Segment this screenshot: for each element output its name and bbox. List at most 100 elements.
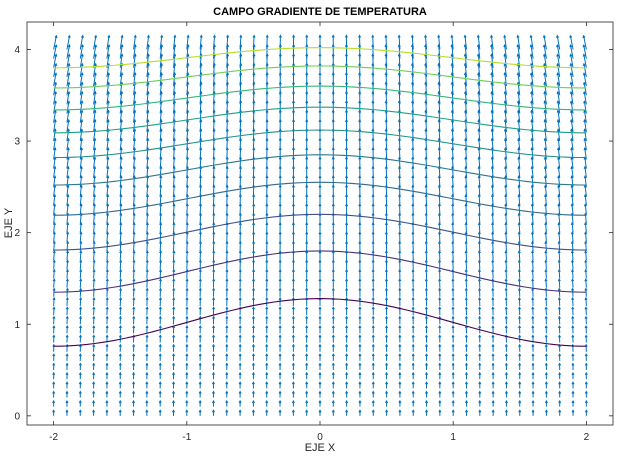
quiver-arrow bbox=[52, 409, 56, 416]
quiver-arrow bbox=[53, 34, 58, 50]
quiver-arrow bbox=[52, 362, 56, 371]
quiver-arrow bbox=[345, 371, 349, 380]
quiver-arrow bbox=[477, 249, 481, 261]
quiver-arrow bbox=[385, 362, 389, 371]
quiver-arrow bbox=[79, 296, 83, 306]
quiver-arrow bbox=[291, 315, 295, 325]
quiver-arrow bbox=[145, 268, 149, 279]
quiver-arrow bbox=[491, 306, 495, 316]
quiver-arrow bbox=[478, 390, 482, 398]
quiver-arrow bbox=[424, 268, 428, 279]
quiver-arrow bbox=[172, 353, 176, 361]
contour-line bbox=[53, 154, 587, 186]
quiver-arrow bbox=[65, 324, 69, 334]
quiver-arrow bbox=[557, 287, 561, 297]
quiver-arrow bbox=[557, 268, 561, 279]
quiver-arrow bbox=[145, 315, 149, 325]
quiver-arrow bbox=[265, 278, 269, 288]
quiver-arrow bbox=[225, 390, 229, 398]
quiver-arrow bbox=[543, 100, 547, 114]
quiver-arrow bbox=[582, 62, 587, 78]
quiver-arrow bbox=[92, 203, 96, 215]
quiver-arrow bbox=[145, 390, 149, 398]
quiver-arrow bbox=[52, 324, 56, 334]
quiver-arrow bbox=[198, 381, 202, 389]
quiver-arrow bbox=[438, 371, 442, 380]
quiver-arrow bbox=[516, 72, 521, 87]
quiver-arrow bbox=[358, 315, 362, 325]
quiver-arrow bbox=[79, 250, 83, 261]
quiver-arrow bbox=[146, 34, 150, 50]
quiver-arrow bbox=[172, 343, 176, 352]
quiver-arrow bbox=[119, 34, 124, 50]
quiver-arrow bbox=[78, 353, 82, 361]
quiver-arrow bbox=[584, 390, 588, 398]
quiver-arrow bbox=[478, 353, 482, 361]
quiver-arrow bbox=[571, 381, 575, 389]
quiver-arrow bbox=[278, 399, 282, 407]
quiver-arrow bbox=[345, 343, 349, 352]
quiver-arrow bbox=[278, 334, 282, 343]
quiver-arrow bbox=[132, 231, 136, 242]
quiver-arrow bbox=[583, 118, 587, 132]
quiver-arrow bbox=[278, 259, 282, 270]
quiver-arrow bbox=[504, 221, 508, 233]
quiver-arrow bbox=[225, 296, 229, 306]
quiver-arrow bbox=[504, 399, 508, 407]
quiver-arrow bbox=[93, 34, 98, 50]
quiver-arrow bbox=[292, 34, 296, 50]
x-axis-label: EJE X bbox=[305, 442, 336, 454]
quiver-arrow bbox=[225, 381, 229, 389]
quiver-arrow bbox=[571, 287, 575, 297]
quiver-arrow bbox=[105, 259, 109, 270]
quiver-arrow bbox=[425, 390, 429, 398]
quiver-arrow bbox=[517, 259, 521, 270]
quiver-arrow bbox=[411, 390, 415, 398]
quiver-arrow bbox=[398, 324, 402, 334]
quiver-arrow bbox=[531, 259, 535, 270]
quiver-arrow bbox=[477, 259, 481, 270]
quiver-arrow bbox=[371, 362, 375, 371]
quiver-arrow bbox=[517, 221, 521, 233]
quiver-arrow bbox=[438, 353, 442, 361]
quiver-arrow bbox=[358, 353, 362, 361]
quiver-arrow bbox=[291, 353, 295, 361]
quiver-arrow bbox=[118, 390, 122, 398]
quiver-arrow bbox=[92, 259, 96, 270]
quiver-arrow bbox=[438, 362, 442, 371]
quiver-arrow bbox=[504, 353, 508, 361]
quiver-arrow bbox=[478, 278, 482, 288]
quiver-arrow bbox=[531, 231, 534, 242]
quiver-arrow bbox=[438, 287, 442, 297]
quiver-arrow bbox=[385, 371, 389, 380]
quiver-arrow bbox=[265, 324, 269, 334]
quiver-arrow bbox=[491, 409, 495, 416]
quiver-arrow bbox=[544, 362, 548, 371]
quiver-arrow bbox=[477, 231, 481, 242]
quiver-arrow bbox=[92, 381, 96, 389]
quiver-arrow bbox=[516, 53, 521, 68]
quiver-arrow bbox=[464, 193, 468, 206]
quiver-arrow bbox=[371, 334, 375, 343]
quiver-arrow bbox=[225, 249, 229, 261]
quiver-arrow bbox=[158, 306, 162, 316]
quiver-arrow bbox=[385, 296, 388, 306]
quiver-arrow bbox=[172, 287, 176, 297]
quiver-arrow bbox=[504, 409, 508, 416]
quiver-arrow bbox=[66, 118, 70, 132]
quiver-arrow bbox=[318, 343, 322, 352]
quiver-arrow bbox=[132, 381, 136, 389]
quiver-arrow bbox=[52, 278, 56, 288]
quiver-arrow bbox=[119, 231, 123, 242]
quiver-arrow bbox=[571, 399, 575, 407]
quiver-arrow bbox=[185, 409, 189, 416]
quiver-arrow bbox=[583, 137, 587, 151]
quiver-arrow bbox=[358, 249, 362, 261]
quiver-arrow bbox=[583, 100, 587, 114]
quiver-arrow bbox=[464, 381, 468, 389]
quiver-arrow bbox=[52, 306, 56, 316]
quiver-arrow bbox=[305, 324, 309, 334]
quiver-arrow bbox=[291, 306, 295, 316]
quiver-arrow bbox=[252, 278, 256, 288]
